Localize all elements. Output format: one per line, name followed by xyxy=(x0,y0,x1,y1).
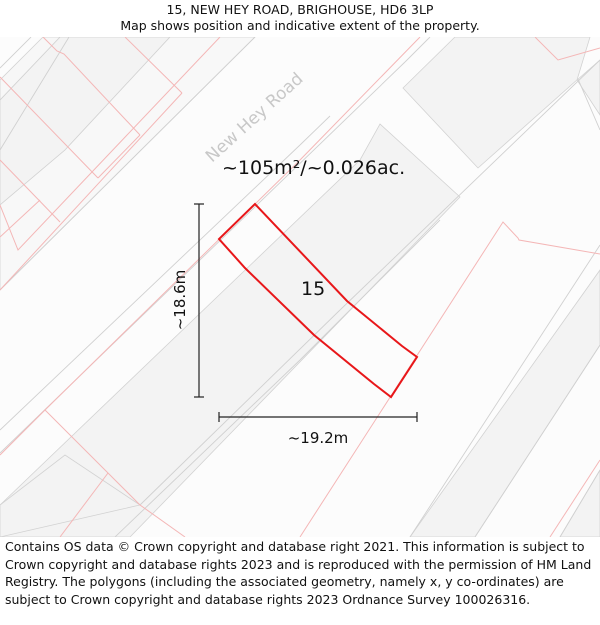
height-dimension-label: ~18.6m xyxy=(171,270,189,331)
height-dimension xyxy=(194,203,204,398)
property-outline[interactable] xyxy=(217,202,419,399)
width-dimension-label: ~19.2m xyxy=(288,429,349,447)
map-canvas[interactable]: New Hey Road ~105m²/~0.026ac. 15 ~18.6m … xyxy=(0,37,600,537)
property-address-title: 15, NEW HEY ROAD, BRIGHOUSE, HD6 3LP xyxy=(166,2,434,17)
area-label: ~105m²/~0.026ac. xyxy=(222,157,405,179)
map-header: 15, NEW HEY ROAD, BRIGHOUSE, HD6 3LP Map… xyxy=(0,0,600,37)
copyright-attribution: Contains OS data © Crown copyright and d… xyxy=(5,539,592,607)
width-dimension xyxy=(218,412,418,422)
parcel-boundaries xyxy=(0,37,600,537)
plot-number-label: 15 xyxy=(301,278,325,300)
road-edges xyxy=(0,37,600,537)
map-subtitle: Map shows position and indicative extent… xyxy=(120,18,480,33)
